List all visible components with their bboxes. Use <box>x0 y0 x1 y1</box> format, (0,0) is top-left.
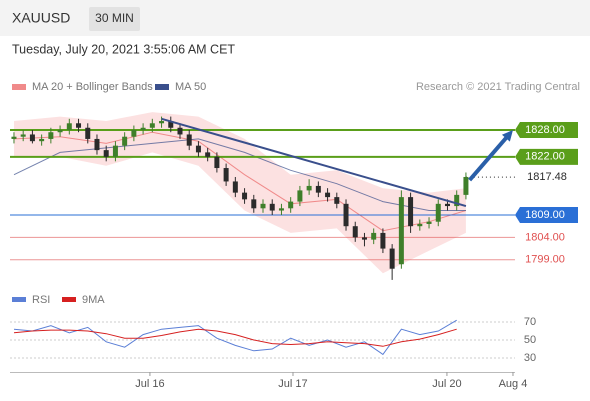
candle-body <box>352 226 358 238</box>
x-tick-label: Jul 20 <box>432 378 461 390</box>
candle-body <box>195 145 201 153</box>
candle-body <box>371 232 377 240</box>
candle-body <box>48 132 54 139</box>
y-tick-label: 50 <box>524 334 536 346</box>
candle-body <box>315 185 321 193</box>
legend-swatch <box>155 84 169 90</box>
candle-body <box>242 192 248 200</box>
candle-body <box>463 176 469 195</box>
x-tick-label: Jul 16 <box>135 378 164 390</box>
bollinger-band <box>14 112 466 274</box>
candle-body <box>11 136 17 139</box>
candle-body <box>85 127 91 139</box>
candle-body <box>325 192 331 198</box>
candle-body <box>408 197 414 227</box>
candle-body <box>76 123 82 128</box>
trendline <box>161 117 467 208</box>
candle-body <box>103 150 109 157</box>
candle-body <box>20 134 26 137</box>
interval-button[interactable] <box>89 7 140 31</box>
candle-body <box>140 127 146 130</box>
x-tick-label: Jul 17 <box>278 378 307 390</box>
candle-body <box>435 203 441 222</box>
level-label: 1817.48 <box>527 171 567 183</box>
candle-body <box>288 201 294 209</box>
candle-body <box>343 203 349 227</box>
candle-body <box>149 123 155 128</box>
candle-body <box>66 123 72 130</box>
level-box <box>515 148 578 165</box>
candle-body <box>214 156 220 169</box>
candle-body <box>112 145 118 157</box>
candle-body <box>251 199 257 209</box>
candle-body <box>177 127 183 135</box>
ma50-line <box>13 138 466 211</box>
candle-body <box>122 136 128 146</box>
forecast-arrow <box>468 133 511 182</box>
candle-body <box>186 134 192 146</box>
level-label: 1804.00 <box>525 231 565 243</box>
timestamp: Tuesday, July 20, 2021 3:55:06 AM CET <box>12 42 235 56</box>
y-tick-label: 30 <box>524 352 536 364</box>
candle-body <box>168 121 174 128</box>
candle-body <box>297 190 303 202</box>
arrow-head <box>501 129 513 142</box>
candle-body <box>232 181 238 193</box>
candle-body <box>57 129 63 133</box>
legend-swatch <box>12 84 26 90</box>
legend-swatch <box>62 297 76 302</box>
level-box <box>515 207 578 224</box>
interval-label[interactable]: 30 MIN <box>95 11 134 25</box>
candle-body <box>205 152 211 157</box>
candle-body <box>131 129 137 137</box>
series-line <box>13 319 457 356</box>
candle-body <box>278 208 284 211</box>
candle-body <box>306 185 312 191</box>
legend-label: MA 50 <box>175 81 206 93</box>
candle-body <box>389 248 395 269</box>
candle-body <box>426 221 432 224</box>
candle-body <box>334 197 340 204</box>
credit: Research © 2021 Trading Central <box>416 81 580 93</box>
candle-body <box>39 138 45 142</box>
candle-body <box>260 203 266 209</box>
candle-body <box>223 168 229 182</box>
candle-body <box>361 237 367 240</box>
level-label: 1809.00 <box>525 209 565 221</box>
legend-swatch <box>12 297 26 302</box>
x-axis-line <box>10 372 515 373</box>
level-label: 1799.00 <box>525 254 565 266</box>
candle-body <box>454 194 460 207</box>
top-bar <box>0 0 590 36</box>
candle-body <box>159 121 165 124</box>
candle-body <box>94 138 100 151</box>
symbol: XAUUSD <box>12 10 70 26</box>
level-box <box>515 121 578 138</box>
candle-body <box>444 203 450 207</box>
candle-body <box>398 197 404 265</box>
legend-label: MA 20 + Bollinger Bands <box>32 81 153 93</box>
series-line <box>13 328 457 347</box>
level-label: 1828.00 <box>525 124 565 136</box>
ma20-line <box>13 131 467 232</box>
legend-label: 9MA <box>82 294 105 306</box>
legend-label: RSI <box>32 294 50 306</box>
y-tick-label: 70 <box>524 316 536 328</box>
candle-body <box>417 223 423 227</box>
x-tick-label: Aug 4 <box>499 378 528 390</box>
level-label: 1822.00 <box>525 151 565 163</box>
candle-body <box>29 134 35 142</box>
candle-body <box>269 203 275 211</box>
candle-body <box>380 232 386 249</box>
